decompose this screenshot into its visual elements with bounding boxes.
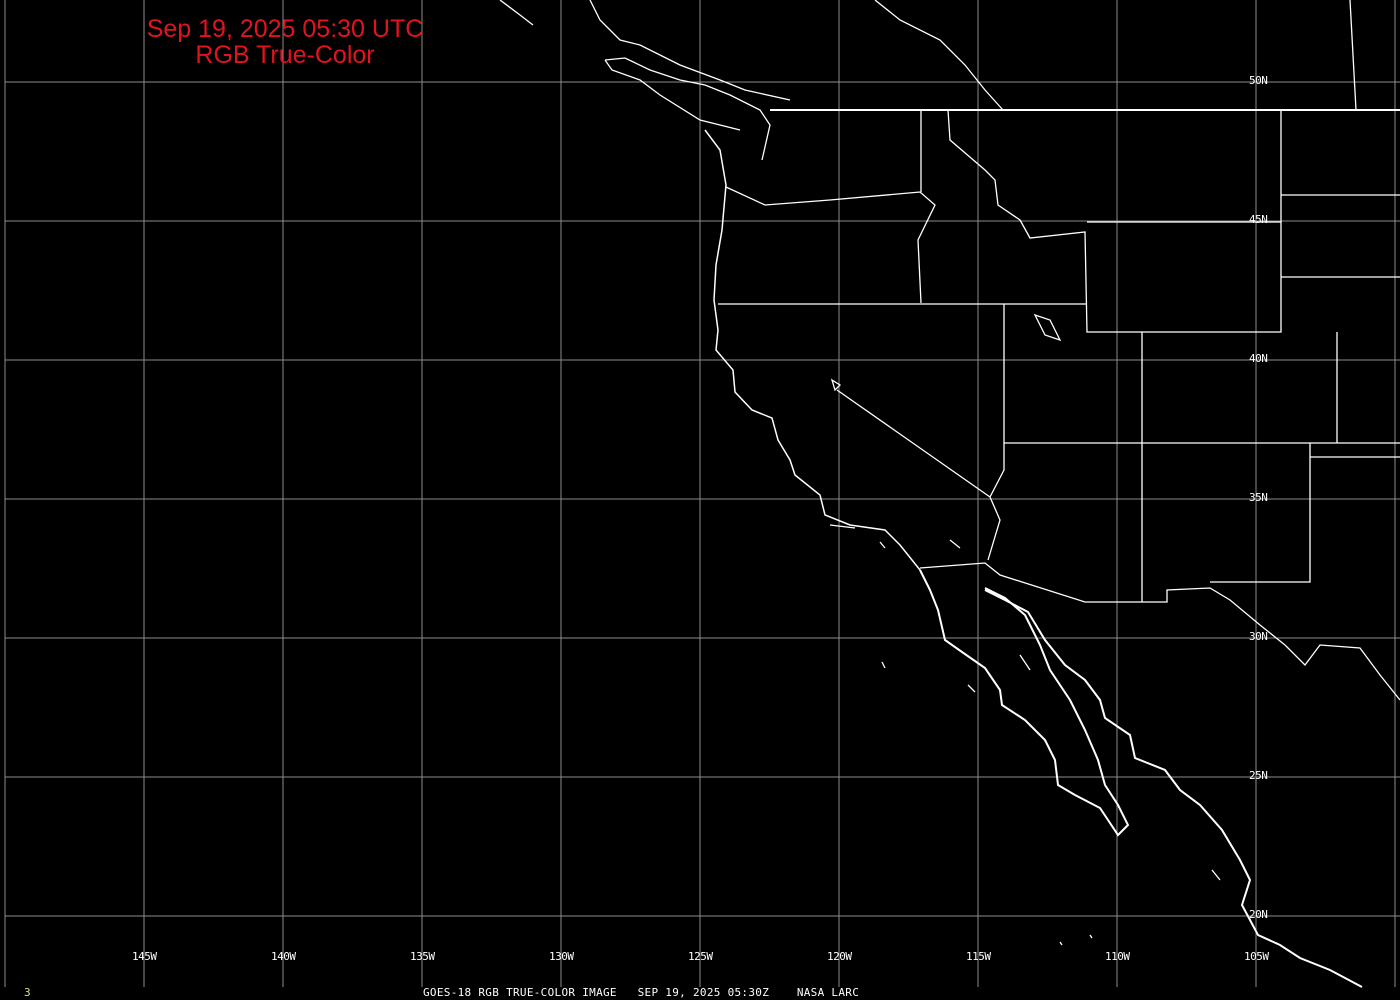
- latitude-label: 20N: [1249, 908, 1268, 921]
- longitude-label: 120W: [827, 950, 852, 963]
- baja-west-coast: [919, 569, 1130, 837]
- timestamp-title: Sep 19, 2025 05:30 UTC: [146, 15, 424, 43]
- longitude-label: 115W: [966, 950, 991, 963]
- canada-province-borders: [874, 0, 1357, 111]
- west-coast: [704, 129, 921, 571]
- islands-and-lakes: [829, 313, 1221, 946]
- product-title: RGB True-Color: [195, 41, 375, 69]
- state-borders: [718, 109, 1400, 602]
- latitude-label: 25N: [1249, 769, 1268, 782]
- longitude-label: 125W: [688, 950, 713, 963]
- us-mexico-border: [919, 562, 1400, 701]
- latitude-label: 50N: [1249, 74, 1268, 87]
- longitude-label: 145W: [132, 950, 157, 963]
- longitude-label: 130W: [549, 950, 574, 963]
- longitude-label: 135W: [410, 950, 435, 963]
- latitude-label: 35N: [1249, 491, 1268, 504]
- latitude-label: 45N: [1249, 213, 1268, 226]
- image-caption: GOES-18 RGB TRUE-COLOR IMAGE SEP 19, 202…: [423, 986, 860, 999]
- longitude-label: 110W: [1105, 950, 1130, 963]
- coastlines-and-borders: [499, 0, 1400, 988]
- latitude-label: 30N: [1249, 630, 1268, 643]
- frame-number: 3: [24, 986, 31, 999]
- longitude-label: 140W: [271, 950, 296, 963]
- latitude-label: 40N: [1249, 352, 1268, 365]
- vancouver-island-coast: [499, 0, 791, 161]
- mexico-mainland-coast: [984, 589, 1363, 988]
- longitude-label: 105W: [1244, 950, 1269, 963]
- lat-lon-grid: [4, 0, 1400, 987]
